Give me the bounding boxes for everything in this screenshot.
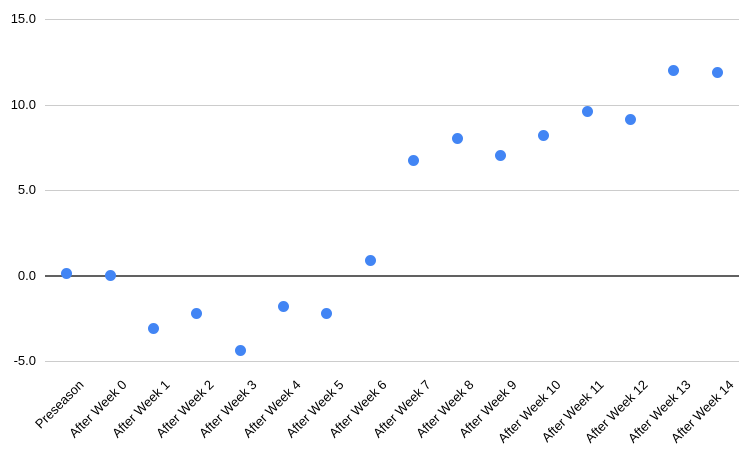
data-point[interactable] <box>278 300 290 312</box>
data-point[interactable] <box>61 268 73 280</box>
data-point[interactable] <box>147 323 159 334</box>
zero-baseline <box>45 274 739 277</box>
data-point[interactable] <box>234 345 246 357</box>
y-axis-tick-label: 0.0 <box>17 267 36 283</box>
data-point[interactable] <box>711 66 723 78</box>
data-point[interactable] <box>538 129 550 141</box>
gridline <box>45 104 739 106</box>
data-point[interactable] <box>191 307 203 319</box>
y-axis-tick-label: 15.0 <box>10 11 36 26</box>
y-axis-tick-label: 5.0 <box>17 182 36 197</box>
gridline <box>45 19 739 20</box>
data-point[interactable] <box>451 133 463 145</box>
y-axis-tick-label: -5.0 <box>13 353 36 368</box>
y-axis-tick-label: 10.0 <box>10 96 36 112</box>
data-point[interactable] <box>408 155 420 167</box>
data-point[interactable] <box>494 150 506 162</box>
data-point[interactable] <box>104 270 116 281</box>
data-point[interactable] <box>668 64 680 76</box>
gridline <box>45 190 739 191</box>
data-point[interactable] <box>581 105 593 117</box>
data-point[interactable] <box>364 254 376 266</box>
data-point[interactable] <box>625 114 637 126</box>
gridline <box>45 361 739 362</box>
data-point[interactable] <box>321 307 333 319</box>
